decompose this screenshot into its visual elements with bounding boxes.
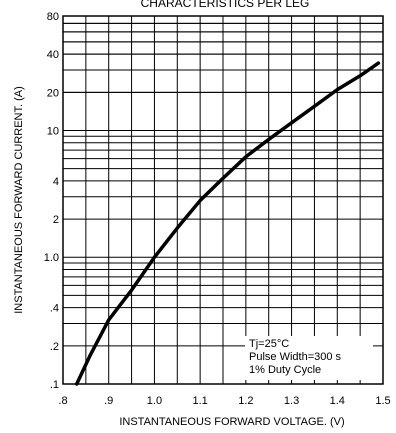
x-tick-label: .8: [58, 395, 67, 407]
note-line-1: Tj=25°C: [249, 338, 289, 350]
y-tick-label: 4: [53, 176, 59, 188]
y-axis-label: INSTANTANEOUS FORWARD CURRENT. (A): [13, 86, 25, 314]
x-tick-label: 1.2: [238, 395, 253, 407]
x-tick-label: 1.5: [375, 395, 390, 407]
x-tick-label: .9: [104, 395, 113, 407]
y-tick-label: 1.0: [44, 252, 59, 264]
x-tick-label: 1.0: [147, 395, 162, 407]
plot-frame: [62, 15, 384, 385]
y-tick-label: 80: [47, 11, 59, 23]
y-tick-labels: .1 .2 .4 1.0 2 4 10 20 40 80: [44, 11, 59, 391]
note-line-3: 1% Duty Cycle: [249, 364, 321, 376]
x-tick-labels: .8 .9 1.0 1.1 1.2 1.3 1.4 1.5: [58, 395, 390, 407]
x-tick-label: 1.4: [330, 395, 345, 407]
conditions-note-bg: [245, 336, 373, 380]
y-tick-label: .4: [50, 303, 59, 315]
y-tick-label: .1: [50, 379, 59, 391]
note-line-2: Pulse Width=300 s: [249, 351, 342, 363]
chart-title: CHARACTERISTICS PER LEG: [141, 0, 310, 10]
y-tick-label: 2: [53, 214, 59, 226]
y-tick-label: 10: [47, 125, 59, 137]
x-tick-label: 1.1: [192, 395, 207, 407]
x-axis-label: INSTANTANEOUS FORWARD VOLTAGE. (V): [119, 416, 344, 428]
grid: [63, 16, 383, 384]
y-tick-label: .2: [50, 341, 59, 353]
series-group: [74, 61, 381, 386]
x-tick-label: 1.3: [284, 395, 299, 407]
series-line: [74, 61, 381, 386]
y-tick-label: 20: [47, 87, 59, 99]
conditions-note: Tj=25°C Pulse Width=300 s 1% Duty Cycle: [245, 336, 373, 380]
y-tick-label: 40: [47, 49, 59, 61]
